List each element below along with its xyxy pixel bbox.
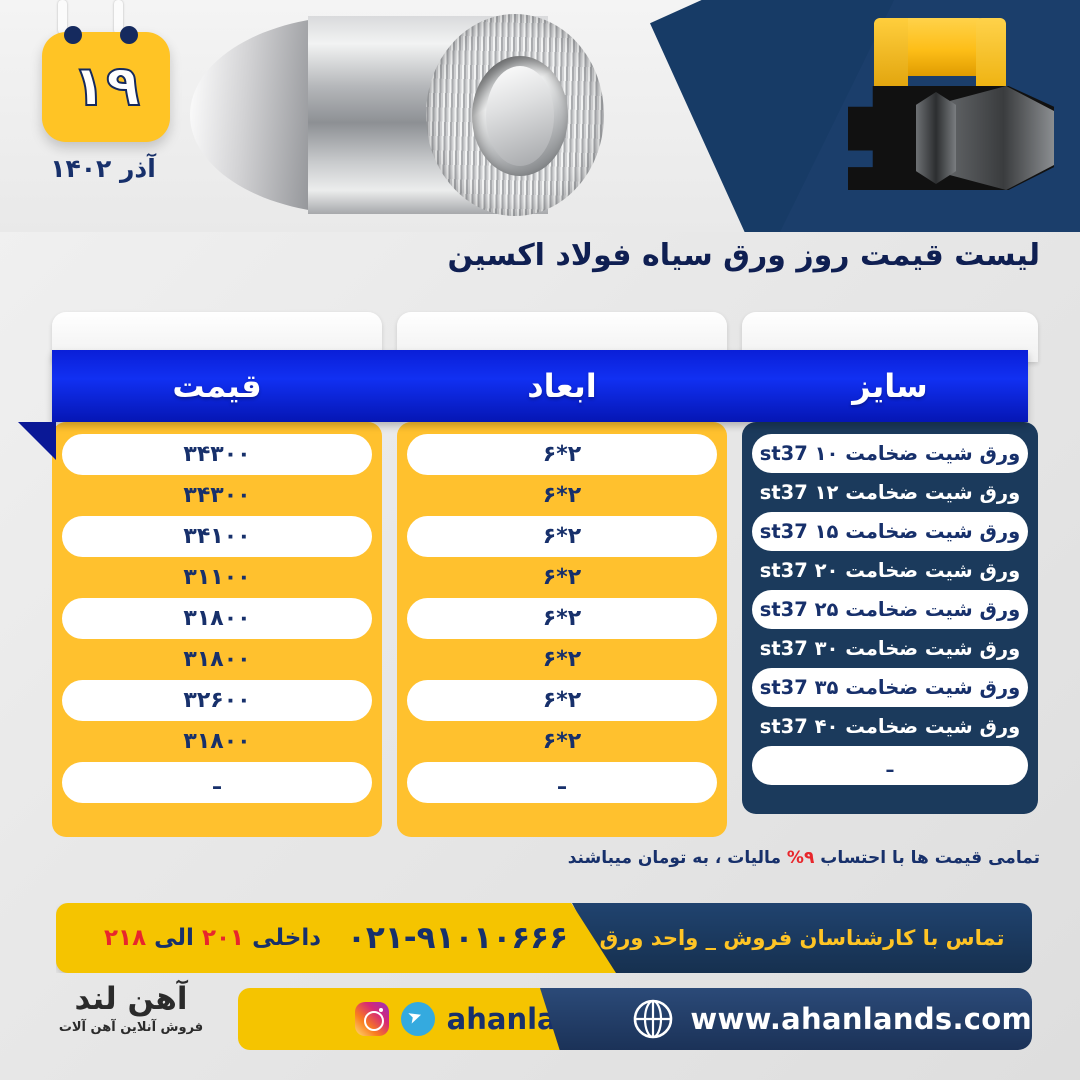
dimension-cell: ۲*۶ bbox=[542, 647, 582, 672]
brand-name: آهن لند bbox=[74, 981, 188, 1017]
footer: آهن لند فروش آنلاین آهن آلات ahanland ww… bbox=[0, 980, 1080, 1080]
brand-tagline: فروش آنلاین آهن آلات bbox=[58, 1020, 204, 1036]
column-size: ورق شیت ضخامت ۱۰ st37 ورق شیت ضخامت ۱۲ s… bbox=[742, 312, 1038, 814]
dimension-cell: ـ bbox=[407, 762, 717, 803]
tax-note-before: تمامی قیمت ها با احتساب bbox=[820, 848, 1040, 868]
sales-department-banner: تماس با کارشناسان فروش _ واحد ورق bbox=[572, 903, 1032, 973]
size-cell: ورق شیت ضخامت ۲۵ st37 bbox=[752, 590, 1028, 629]
header-dimensions: ابعاد bbox=[527, 367, 597, 405]
steel-coil-image bbox=[190, 8, 604, 223]
price-cell: ۳۲۶۰۰ bbox=[62, 680, 372, 721]
price-cell: ۳۴۳۰۰ bbox=[183, 483, 251, 508]
price-cells: ۳۴۳۰۰ ۳۴۳۰۰ ۳۴۱۰۰ ۳۱۱۰۰ ۳۱۸۰۰ ۳۱۸۰۰ ۳۲۶۰… bbox=[52, 422, 382, 837]
size-cells: ورق شیت ضخامت ۱۰ st37 ورق شیت ضخامت ۱۲ s… bbox=[742, 422, 1038, 814]
dimension-cell: ۲*۶ bbox=[407, 598, 717, 639]
column-price: ۳۴۳۰۰ ۳۴۳۰۰ ۳۴۱۰۰ ۳۱۱۰۰ ۳۱۸۰۰ ۳۱۸۰۰ ۳۲۶۰… bbox=[52, 312, 382, 837]
tax-note-after: مالیات ، به تومان میباشند bbox=[567, 848, 781, 868]
calendar-month-year: آذر ۱۴۰۲ bbox=[50, 154, 156, 183]
header-price: قیمت bbox=[172, 367, 262, 405]
dimension-cell: ۲*۶ bbox=[407, 434, 717, 475]
column-dimensions: ۲*۶ ۲*۶ ۲*۶ ۲*۶ ۲*۶ ۲*۶ ۲*۶ ۲*۶ ـ bbox=[397, 312, 727, 837]
dimension-cell: ۲*۶ bbox=[407, 516, 717, 557]
phone-banner[interactable]: ۰۲۱-۹۱۰۱۰۶۶۶ داخلی ۲۰۱ الی ۲۱۸ bbox=[56, 903, 616, 973]
size-cell: ورق شیت ضخامت ۴۰ st37 bbox=[759, 715, 1021, 738]
tax-percent: ۹% bbox=[786, 848, 815, 868]
dimension-cell: ۲*۶ bbox=[542, 565, 582, 590]
social-banner[interactable]: ahanland bbox=[238, 988, 598, 1050]
telegram-icon[interactable] bbox=[400, 1002, 435, 1036]
calendar-hanging-strings bbox=[30, 0, 170, 34]
instagram-icon[interactable] bbox=[354, 1002, 389, 1036]
calendar-day: ۱۹ bbox=[71, 54, 142, 119]
size-cell: ـ bbox=[752, 746, 1028, 785]
extension-from: ۲۰۱ bbox=[201, 925, 245, 951]
price-cell: ـ bbox=[62, 762, 372, 803]
brand-logo: آهن لند فروش آنلاین آهن آلات bbox=[36, 982, 226, 1035]
dimension-cell: ۲*۶ bbox=[542, 483, 582, 508]
price-cell: ۳۴۱۰۰ bbox=[62, 516, 372, 557]
header-size: سایز bbox=[852, 367, 928, 405]
tax-note: تمامی قیمت ها با احتساب ۹% مالیات ، به ت… bbox=[568, 848, 1040, 868]
size-cell: ورق شیت ضخامت ۱۵ st37 bbox=[752, 512, 1028, 551]
website-banner[interactable]: www.ahanlands.com bbox=[540, 988, 1032, 1050]
price-cell: ۳۱۸۰۰ bbox=[62, 598, 372, 639]
price-cell: ۳۴۳۰۰ bbox=[62, 434, 372, 475]
calendar-card: ۱۹ bbox=[42, 26, 170, 142]
size-cell: ورق شیت ضخامت ۱۲ st37 bbox=[759, 481, 1021, 504]
steel-beam-logo-icon bbox=[842, 8, 1062, 198]
globe-icon bbox=[632, 998, 674, 1040]
dimension-cell: ۲*۶ bbox=[407, 680, 717, 721]
dimension-cell: ۲*۶ bbox=[542, 729, 582, 754]
price-cell: ۳۱۸۰۰ bbox=[183, 647, 251, 672]
dimension-cells: ۲*۶ ۲*۶ ۲*۶ ۲*۶ ۲*۶ ۲*۶ ۲*۶ ۲*۶ ـ bbox=[397, 422, 727, 837]
sales-department-label: تماس با کارشناسان فروش _ واحد ورق bbox=[599, 926, 1005, 950]
table-header-bar bbox=[18, 350, 1028, 460]
contact-bar: تماس با کارشناسان فروش _ واحد ورق ۰۲۱-۹۱… bbox=[56, 903, 1032, 973]
website-url[interactable]: www.ahanlands.com bbox=[690, 1002, 1032, 1036]
size-cell: ورق شیت ضخامت ۲۰ st37 bbox=[759, 559, 1021, 582]
phone-number[interactable]: ۰۲۱-۹۱۰۱۰۶۶۶ bbox=[347, 920, 569, 956]
price-cell: ۳۱۱۰۰ bbox=[183, 565, 251, 590]
extension-to: ۲۱۸ bbox=[104, 925, 147, 951]
header-ribbon-tail bbox=[18, 422, 56, 460]
extension-prefix: داخلی bbox=[252, 925, 322, 951]
size-cell: ورق شیت ضخامت ۱۰ st37 bbox=[752, 434, 1028, 473]
price-table: ۳۴۳۰۰ ۳۴۳۰۰ ۳۴۱۰۰ ۳۱۱۰۰ ۳۱۸۰۰ ۳۱۸۰۰ ۳۲۶۰… bbox=[18, 312, 1038, 837]
page-title: لیست قیمت روز ورق سیاه فولاد اکسین bbox=[447, 238, 1040, 273]
extension-range: داخلی ۲۰۱ الی ۲۱۸ bbox=[104, 925, 321, 951]
size-cell: ورق شیت ضخامت ۳۰ st37 bbox=[759, 637, 1021, 660]
extension-mid: الی bbox=[154, 925, 194, 951]
price-cell: ۳۱۸۰۰ bbox=[183, 729, 251, 754]
top-banner: ۱۹ آذر ۱۴۰۲ bbox=[0, 0, 1080, 232]
calendar-widget: ۱۹ آذر ۱۴۰۲ bbox=[30, 0, 170, 183]
size-cell: ورق شیت ضخامت ۳۵ st37 bbox=[752, 668, 1028, 707]
